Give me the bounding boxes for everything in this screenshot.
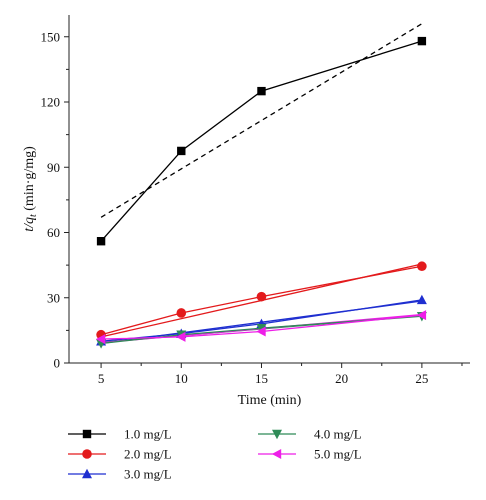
markers <box>95 36 427 349</box>
x-tick-label: 15 <box>255 371 268 386</box>
y-axis-title: t/qt (min·g/mg) <box>22 146 39 232</box>
fit-line <box>100 23 423 218</box>
y-axis-title-subscript: t <box>28 214 39 217</box>
legend-marker <box>272 429 282 440</box>
y-tick-label: 120 <box>41 95 61 110</box>
data-point <box>177 146 186 156</box>
legend-label: 4.0 mg/L <box>314 427 362 442</box>
data-point <box>417 261 427 272</box>
x-tick-label: 25 <box>415 371 428 386</box>
legend-label: 5.0 mg/L <box>314 447 362 462</box>
series-line <box>100 40 423 242</box>
legend: 1.0 mg/L 2.0 mg/L 3.0 mg/L 4.0 mg/L 5.0 mg/L <box>68 427 362 482</box>
data-point <box>416 310 427 321</box>
series-line <box>101 314 422 340</box>
axes: 0 30 60 90 120 150 5 10 15 20 25 <box>41 15 470 386</box>
x-tick-label: 5 <box>98 371 105 386</box>
data-point <box>95 334 106 345</box>
legend-marker <box>82 429 92 439</box>
x-axis-title: Time (min) <box>238 393 302 408</box>
y-tick-label: 30 <box>47 290 60 305</box>
y-tick-label: 150 <box>41 29 61 44</box>
legend-label: 3.0 mg/L <box>124 467 172 482</box>
x-tick-label: 10 <box>175 371 188 386</box>
data-point <box>256 326 266 337</box>
series-line <box>100 265 423 336</box>
legend-marker <box>82 449 92 459</box>
y-axis-title-units: (min·g/mg) <box>22 146 37 214</box>
data-point <box>256 291 267 302</box>
legend-label: 2.0 mg/L <box>124 447 172 462</box>
data-point <box>176 308 187 318</box>
data-point <box>257 86 266 96</box>
data-point <box>417 36 427 46</box>
legend-marker <box>82 468 92 479</box>
series-lines <box>100 40 423 345</box>
legend-label: 1.0 mg/L <box>124 427 172 442</box>
y-tick-label: 60 <box>47 225 60 240</box>
y-tick-label: 90 <box>47 160 60 175</box>
y-axis-title-main: t/q <box>22 217 37 232</box>
legend-marker <box>271 449 282 459</box>
data-point <box>176 331 186 342</box>
data-point <box>416 294 427 305</box>
series-line <box>101 315 422 345</box>
data-point <box>96 237 106 246</box>
y-tick-label: 0 <box>54 356 61 371</box>
x-tick-label: 20 <box>335 371 348 386</box>
